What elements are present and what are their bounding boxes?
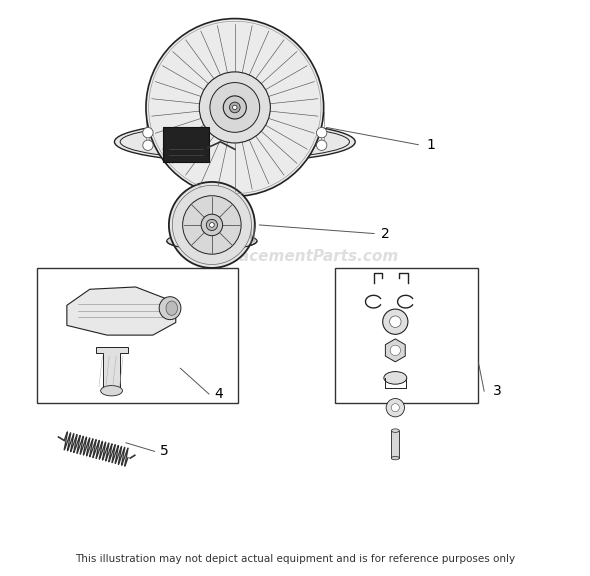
Text: This illustration may not depict actual equipment and is for reference purposes : This illustration may not depict actual … (75, 554, 515, 563)
Text: 4: 4 (215, 387, 224, 401)
Circle shape (169, 182, 255, 268)
Polygon shape (67, 287, 176, 335)
Circle shape (183, 196, 241, 254)
Circle shape (210, 82, 260, 132)
Ellipse shape (166, 301, 178, 315)
Text: 5: 5 (160, 444, 169, 458)
Circle shape (390, 345, 401, 355)
Bar (37, 268, 238, 403)
Ellipse shape (159, 297, 181, 320)
Circle shape (146, 18, 324, 196)
Ellipse shape (101, 385, 123, 396)
Circle shape (232, 105, 237, 109)
Ellipse shape (167, 232, 257, 249)
Bar (335, 268, 478, 403)
Ellipse shape (391, 456, 399, 460)
Text: 2: 2 (381, 226, 390, 241)
Circle shape (223, 96, 247, 119)
Polygon shape (96, 347, 127, 391)
Circle shape (206, 219, 218, 230)
Circle shape (143, 140, 153, 150)
Text: 1: 1 (427, 138, 436, 151)
Circle shape (389, 316, 401, 327)
Ellipse shape (114, 122, 355, 162)
Ellipse shape (384, 372, 407, 384)
Circle shape (316, 140, 327, 150)
Circle shape (201, 214, 222, 236)
Circle shape (230, 102, 240, 113)
Text: eReplacementParts.com: eReplacementParts.com (191, 249, 399, 264)
Circle shape (199, 72, 270, 143)
Text: 3: 3 (493, 384, 502, 398)
Circle shape (209, 222, 214, 228)
Circle shape (386, 399, 405, 417)
Circle shape (383, 309, 408, 334)
Circle shape (143, 127, 153, 138)
Circle shape (316, 127, 327, 138)
FancyBboxPatch shape (163, 127, 209, 162)
Circle shape (172, 185, 251, 264)
Bar (391, 431, 399, 458)
Circle shape (391, 404, 399, 412)
Ellipse shape (391, 429, 399, 433)
